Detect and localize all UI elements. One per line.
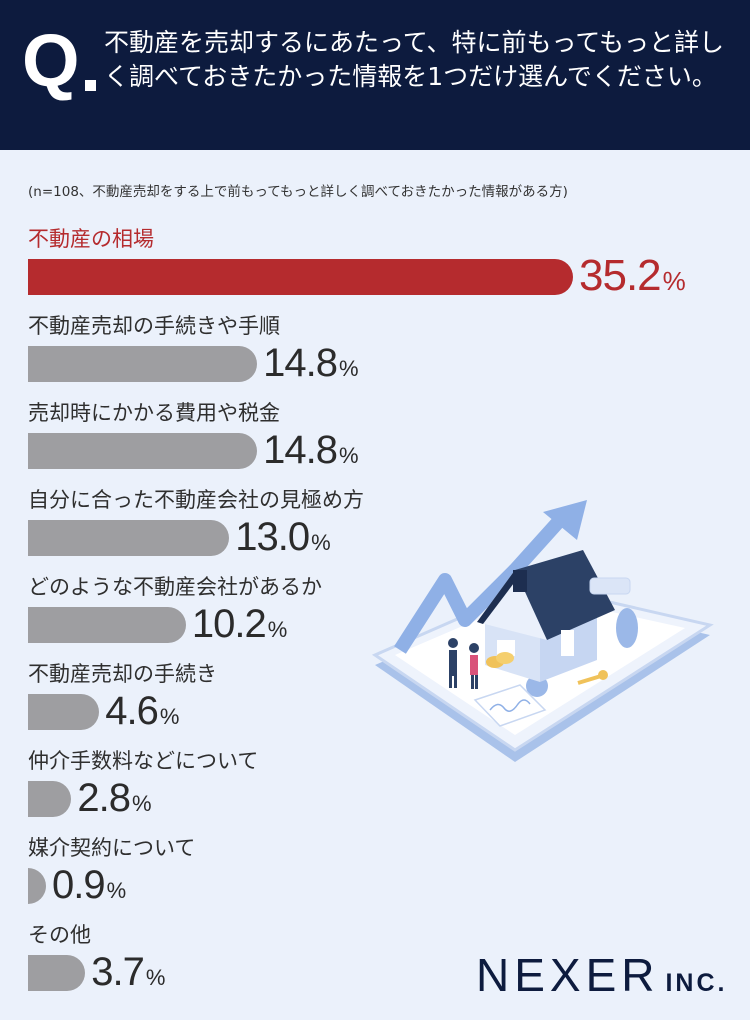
value-label: 14.8% bbox=[263, 338, 358, 388]
sample-note: (n=108、不動産売却をする上で前もってもっと詳しく調べておきたかった情報があ… bbox=[28, 184, 568, 200]
data-bar bbox=[28, 520, 230, 556]
percent-unit: % bbox=[339, 443, 359, 468]
data-bar bbox=[28, 955, 86, 991]
house-roof bbox=[515, 550, 615, 640]
tree-right bbox=[616, 608, 638, 648]
chart-row: 売却時にかかる費用や税金 14.8% bbox=[28, 399, 750, 479]
percent-unit: % bbox=[145, 965, 166, 990]
value-label: 35.2% bbox=[579, 251, 686, 301]
data-bar bbox=[28, 781, 72, 817]
growth-arrow-line bbox=[394, 515, 566, 654]
value-label: 10.2% bbox=[192, 599, 287, 649]
chart-row: 自分に合った不動産会社の見極め方 13.0% bbox=[28, 486, 750, 566]
person-right-head bbox=[469, 643, 479, 653]
percent-unit: % bbox=[339, 356, 359, 381]
key bbox=[577, 674, 602, 685]
chart-row: 不動産売却の手続き 4.6% bbox=[28, 660, 750, 740]
percent-unit: % bbox=[267, 617, 288, 642]
category-label: 不動産売却の手続きや手順 bbox=[28, 314, 280, 338]
question-mark: Q bbox=[22, 19, 80, 102]
person-left-head bbox=[448, 638, 458, 648]
category-label: 仲介手数料などについて bbox=[28, 749, 259, 773]
data-bar bbox=[28, 433, 258, 469]
chart-row: その他 3.7% bbox=[28, 921, 750, 1001]
value-label: 13.0% bbox=[235, 512, 330, 562]
data-bar bbox=[28, 607, 186, 643]
value-label: 2.8% bbox=[77, 773, 151, 823]
house-gable bbox=[477, 570, 547, 640]
chimney bbox=[513, 570, 527, 592]
house-roof-edge bbox=[477, 570, 520, 624]
question-header: Q 不動産を売却するにあたって、特に前もってもっと詳しく調べておきたかった情報を… bbox=[0, 0, 750, 150]
percent-unit: % bbox=[159, 704, 180, 729]
person-right-body bbox=[470, 655, 478, 675]
value-number: 3.7 bbox=[91, 950, 145, 994]
person-left-leg bbox=[449, 676, 452, 688]
person-left-leg bbox=[454, 676, 457, 688]
growth-arrow-head bbox=[543, 500, 587, 540]
category-label: 不動産売却の手続き bbox=[28, 662, 217, 686]
person-right-leg bbox=[475, 675, 478, 689]
data-bar bbox=[28, 346, 258, 382]
percent-unit: % bbox=[311, 530, 331, 555]
data-bar bbox=[28, 259, 573, 295]
value-number: 0.9 bbox=[52, 863, 106, 907]
category-label: 媒介契約について bbox=[28, 836, 196, 860]
category-label: 売却時にかかる費用や税金 bbox=[28, 401, 280, 425]
brand-name: NEXER bbox=[476, 949, 660, 1001]
value-number: 35.2 bbox=[579, 251, 662, 300]
question-text: 不動産を売却するにあたって、特に前もってもっと詳しく調べておきたかった情報を1つ… bbox=[104, 28, 725, 91]
category-label: その他 bbox=[28, 923, 91, 947]
percent-unit: % bbox=[106, 878, 127, 903]
data-bar bbox=[28, 868, 46, 904]
category-label: どのような不動産会社があるか bbox=[28, 575, 322, 599]
person-right-leg bbox=[471, 675, 474, 689]
house-door bbox=[561, 630, 574, 656]
value-number: 2.8 bbox=[77, 776, 131, 820]
value-number: 14.8 bbox=[263, 341, 338, 385]
value-label: 14.8% bbox=[263, 425, 358, 475]
coin bbox=[496, 652, 514, 664]
chart-row: 仲介手数料などについて 2.8% bbox=[28, 747, 750, 827]
value-label: 3.7% bbox=[91, 947, 165, 997]
value-number: 14.8 bbox=[263, 428, 338, 472]
value-number: 10.2 bbox=[191, 602, 267, 646]
signature bbox=[489, 699, 531, 712]
person-left-body bbox=[449, 650, 457, 676]
nexer-logo: NEXER INC. bbox=[476, 948, 727, 1002]
question-mark-dot bbox=[85, 80, 96, 91]
percent-unit: % bbox=[131, 791, 152, 816]
value-label: 0.9% bbox=[52, 860, 126, 910]
plug bbox=[589, 577, 631, 595]
contract-paper bbox=[473, 684, 547, 727]
category-label: 不動産の相場 bbox=[28, 227, 154, 251]
value-number: 13.0 bbox=[235, 515, 310, 559]
data-bar bbox=[28, 694, 100, 730]
house-window bbox=[497, 640, 515, 656]
value-number: 4.6 bbox=[105, 689, 159, 733]
chart-row: 不動産売却の手続きや手順 14.8% bbox=[28, 312, 750, 392]
category-label: 自分に合った不動産会社の見極め方 bbox=[28, 488, 364, 512]
chart-row: 不動産の相場 35.2% bbox=[28, 225, 750, 305]
chart-row: どのような不動産会社があるか 10.2% bbox=[28, 573, 750, 653]
percent-unit: % bbox=[662, 266, 686, 296]
value-label: 4.6% bbox=[105, 686, 179, 736]
key-head bbox=[598, 670, 608, 680]
house-sale-illustration bbox=[371, 500, 714, 762]
chart-row: 媒介契約について 0.9% bbox=[28, 834, 750, 914]
brand-suffix: INC. bbox=[665, 969, 728, 997]
